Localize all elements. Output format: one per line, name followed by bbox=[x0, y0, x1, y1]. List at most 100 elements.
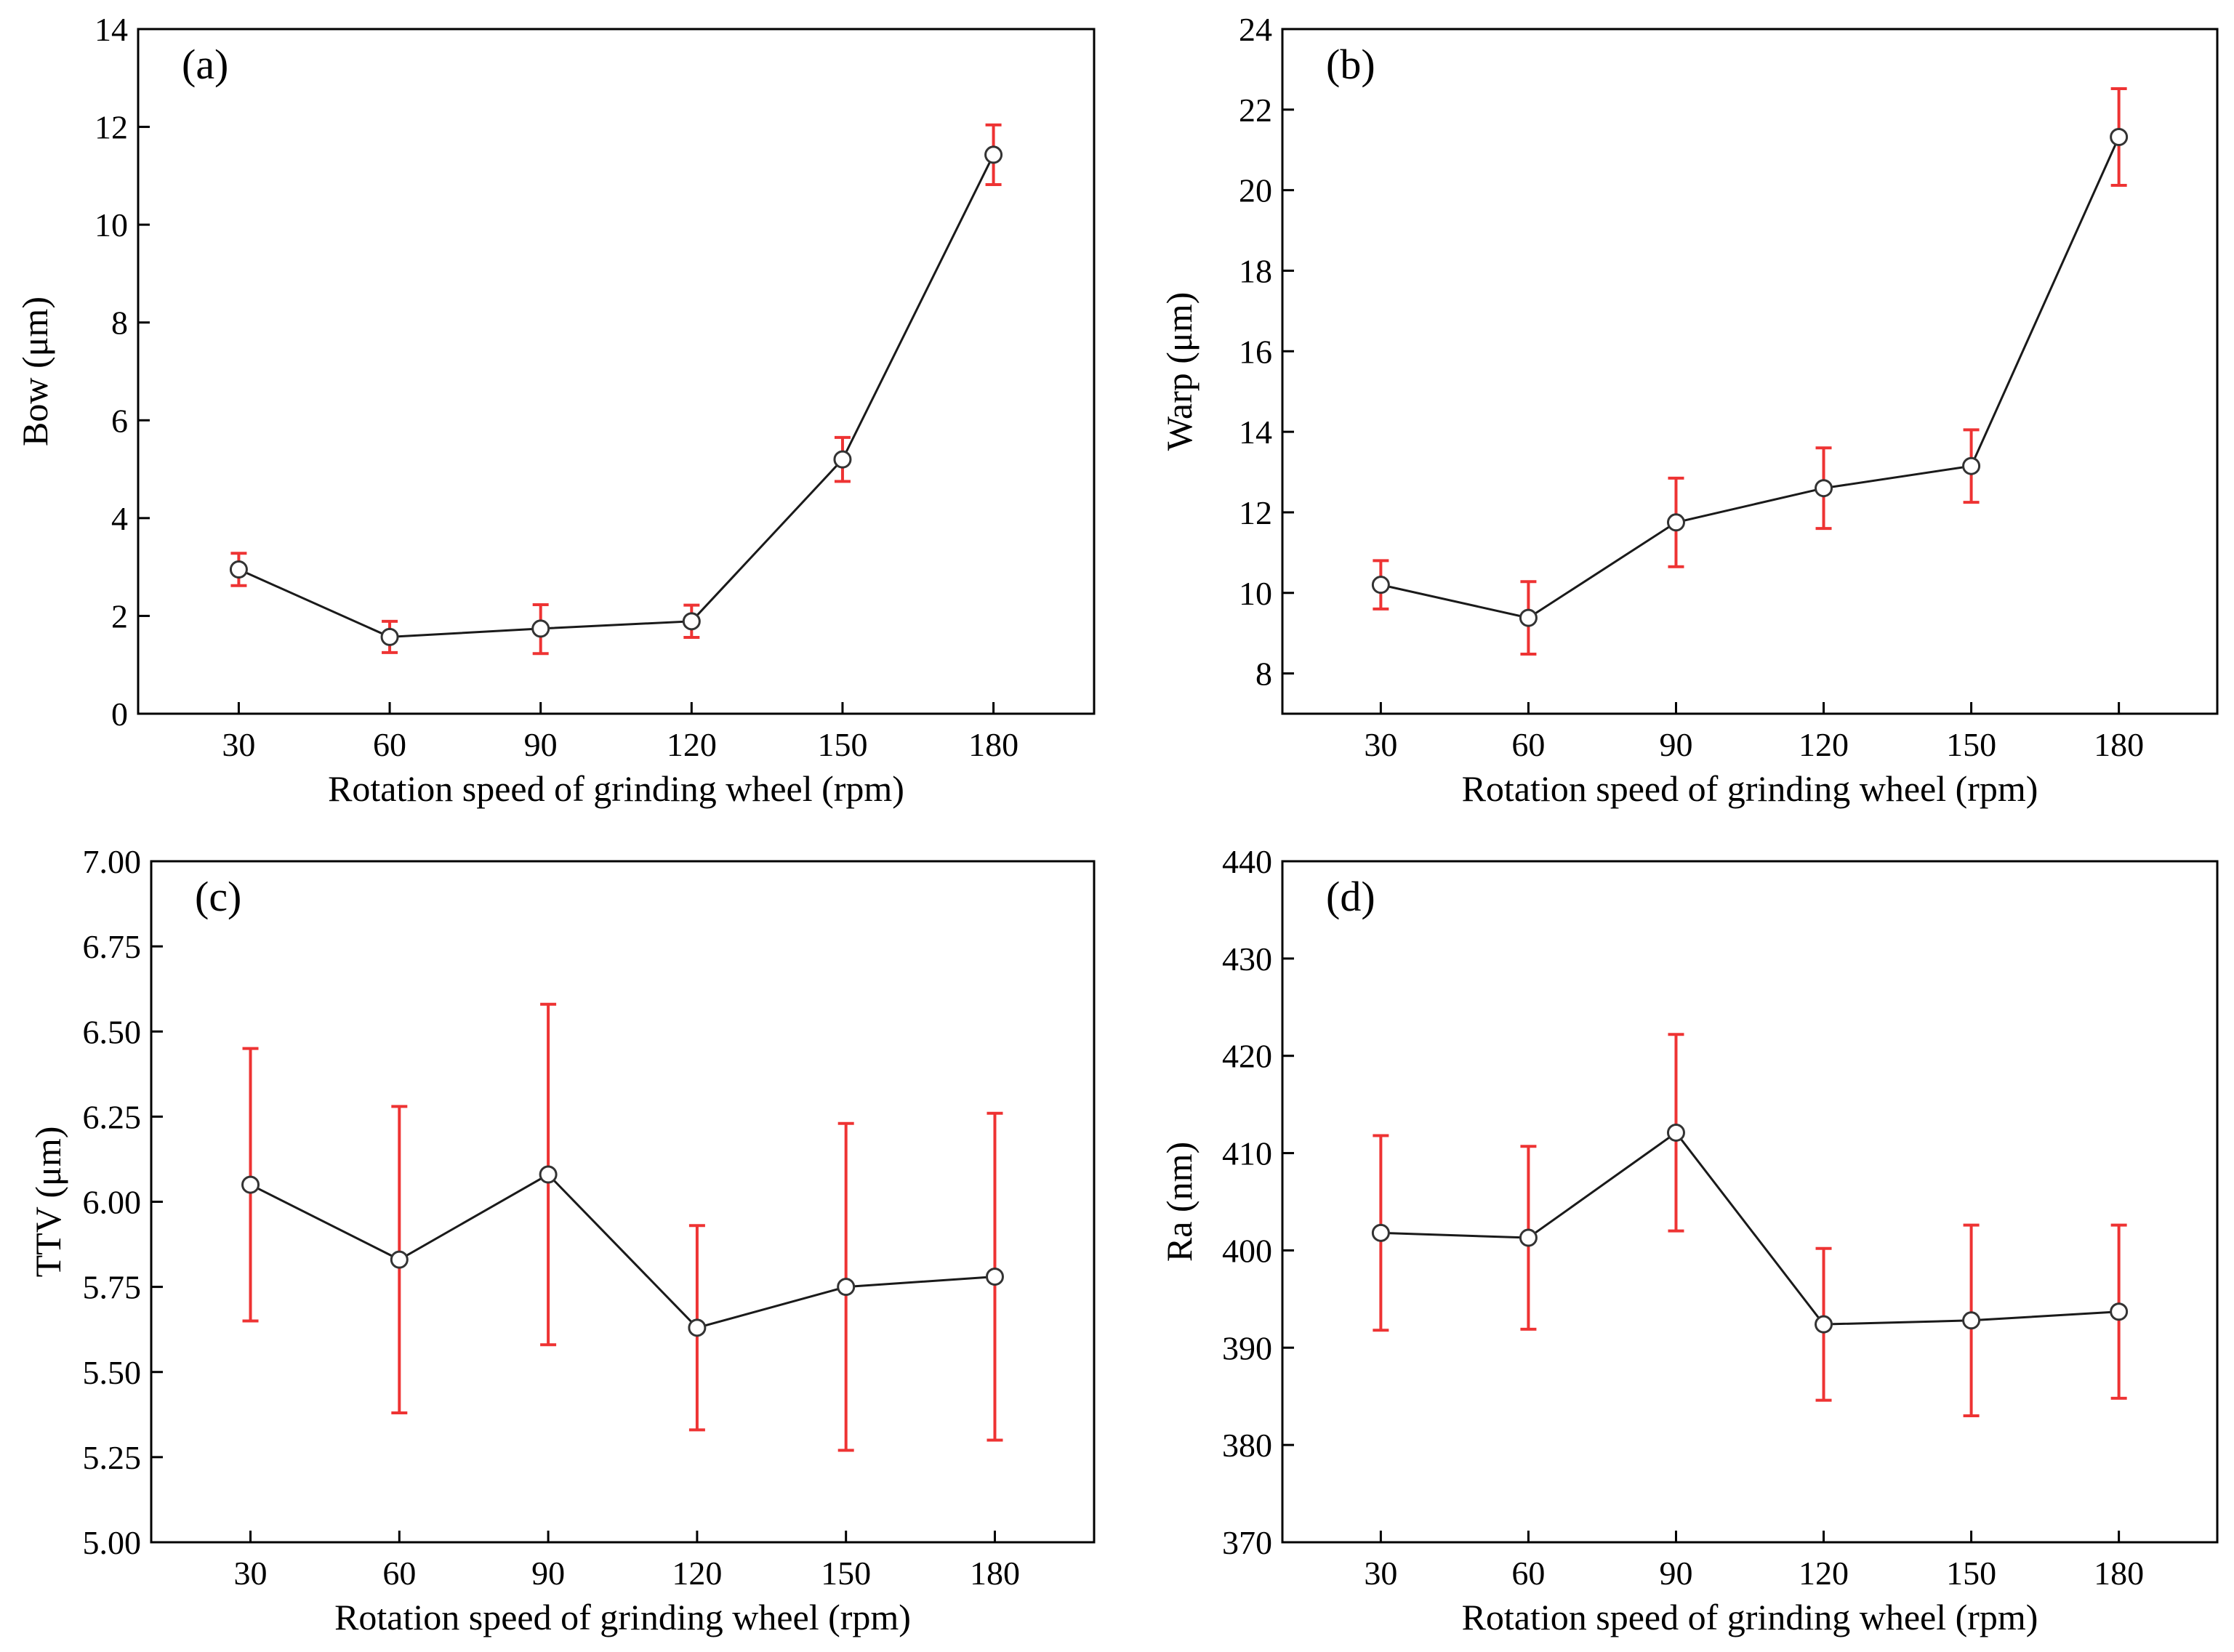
x-tick-label: 60 bbox=[382, 1555, 416, 1592]
y-tick-label: 2 bbox=[111, 597, 128, 634]
y-tick-label: 24 bbox=[1239, 11, 1272, 48]
y-tick-label: 440 bbox=[1222, 843, 1272, 880]
x-axis-label: Rotation speed of grinding wheel (rpm) bbox=[334, 1597, 911, 1637]
x-axis-label: Rotation speed of grinding wheel (rpm) bbox=[1462, 768, 2038, 809]
y-tick-label: 8 bbox=[111, 305, 128, 342]
x-tick-label: 180 bbox=[970, 1555, 1020, 1592]
panel-label: (d) bbox=[1326, 873, 1375, 920]
x-tick-label: 120 bbox=[1799, 1555, 1849, 1592]
y-tick-label: 6.25 bbox=[83, 1098, 142, 1135]
x-tick-label: 30 bbox=[1364, 726, 1397, 763]
y-tick-label: 380 bbox=[1222, 1427, 1272, 1464]
y-axis-label: Warp (μm) bbox=[1159, 292, 1200, 451]
y-tick-label: 6.50 bbox=[83, 1013, 142, 1050]
y-tick-label: 390 bbox=[1222, 1329, 1272, 1366]
x-tick-label: 90 bbox=[531, 1555, 565, 1592]
data-point bbox=[837, 1278, 856, 1297]
y-tick-label: 14 bbox=[1239, 414, 1272, 451]
data-point bbox=[833, 450, 852, 469]
x-tick-label: 180 bbox=[2094, 726, 2144, 763]
y-tick-label: 6.75 bbox=[83, 928, 142, 965]
y-tick-label: 22 bbox=[1239, 92, 1272, 129]
panel-c: 5.00 5.25 5.50 5.75 6.00 6.25 6.50 6.75 7.00 30 60… bbox=[28, 843, 1096, 1637]
y-tick-label: 400 bbox=[1222, 1232, 1272, 1269]
data-point bbox=[1519, 1228, 1538, 1247]
plot-frame bbox=[1281, 860, 2219, 1544]
y-tick-label: 5.25 bbox=[83, 1439, 142, 1476]
data-point bbox=[241, 1175, 260, 1194]
x-tick-label: 30 bbox=[1364, 1555, 1397, 1592]
data-point bbox=[1962, 456, 1981, 475]
x-tick-label: 30 bbox=[234, 1555, 268, 1592]
panel-label: (c) bbox=[195, 873, 241, 920]
data-point bbox=[1962, 1311, 1981, 1330]
x-tick-label: 90 bbox=[524, 726, 558, 763]
x-tick-label: 90 bbox=[1659, 1555, 1692, 1592]
y-tick-label: 20 bbox=[1239, 172, 1272, 209]
x-tick-label: 120 bbox=[672, 1555, 722, 1592]
data-point bbox=[985, 1268, 1004, 1286]
data-point bbox=[1666, 1123, 1685, 1142]
data-point bbox=[1666, 513, 1685, 532]
x-tick-label: 180 bbox=[2094, 1555, 2144, 1592]
y-tick-label: 12 bbox=[95, 109, 128, 146]
y-tick-label: 6 bbox=[111, 402, 128, 439]
data-point bbox=[2110, 128, 2129, 147]
panel-label: (b) bbox=[1326, 41, 1375, 88]
x-tick-label: 150 bbox=[1946, 1555, 1996, 1592]
panel-b: 8 10 12 14 16 18 20 22 24 30 60 90 120 150 180 Rotation… bbox=[1159, 11, 2219, 809]
series-line bbox=[238, 154, 995, 638]
plot-frame bbox=[150, 860, 1096, 1544]
x-tick-label: 150 bbox=[817, 726, 867, 763]
data-point bbox=[688, 1318, 707, 1337]
y-tick-label: 5.00 bbox=[83, 1524, 142, 1561]
y-tick-label: 370 bbox=[1222, 1524, 1272, 1561]
y-tick-label: 10 bbox=[1239, 575, 1272, 612]
panel-a: 0 2 4 6 8 10 12 14 30 60 90 120 150 180 Rotation speed… bbox=[15, 11, 1096, 809]
data-point bbox=[1815, 1315, 1833, 1334]
y-tick-label: 12 bbox=[1239, 494, 1272, 531]
series-line bbox=[1381, 136, 2121, 619]
y-tick-label: 7.00 bbox=[83, 843, 142, 880]
x-axis-label: Rotation speed of grinding wheel (rpm) bbox=[1462, 1597, 2038, 1637]
y-tick-label: 18 bbox=[1239, 252, 1272, 289]
data-point bbox=[682, 612, 701, 631]
data-point bbox=[539, 1165, 558, 1184]
panel-label: (a) bbox=[182, 41, 228, 88]
y-axis-label: Ra (nm) bbox=[1159, 1142, 1200, 1262]
y-tick-label: 8 bbox=[1255, 656, 1272, 693]
y-tick-label: 5.50 bbox=[83, 1354, 142, 1391]
data-point bbox=[531, 619, 550, 638]
data-point bbox=[390, 1250, 409, 1269]
data-point bbox=[229, 560, 248, 579]
x-tick-label: 120 bbox=[667, 726, 717, 763]
data-point bbox=[984, 145, 1003, 164]
y-tick-label: 14 bbox=[95, 11, 128, 48]
data-point bbox=[1371, 1223, 1390, 1242]
x-tick-label: 150 bbox=[1946, 726, 1996, 763]
y-tick-label: 16 bbox=[1239, 333, 1272, 370]
series-line bbox=[1381, 1131, 2119, 1326]
series-line bbox=[249, 1173, 995, 1329]
y-tick-label: 430 bbox=[1222, 940, 1272, 978]
data-point bbox=[1519, 608, 1538, 627]
x-tick-label: 150 bbox=[821, 1555, 871, 1592]
x-tick-label: 120 bbox=[1799, 726, 1849, 763]
y-tick-label: 4 bbox=[111, 500, 128, 537]
y-tick-label: 6.00 bbox=[83, 1184, 142, 1221]
data-point bbox=[1815, 479, 1833, 498]
x-tick-label: 30 bbox=[222, 726, 255, 763]
plot-frame bbox=[137, 28, 1096, 715]
y-tick-label: 10 bbox=[95, 206, 128, 243]
x-axis-label: Rotation speed of grinding wheel (rpm) bbox=[328, 768, 904, 809]
y-axis-label: Bow (μm) bbox=[15, 297, 55, 446]
data-point bbox=[2110, 1302, 2129, 1321]
data-point bbox=[1371, 576, 1390, 595]
plot-frame bbox=[1281, 28, 2219, 715]
y-tick-label: 0 bbox=[111, 696, 128, 733]
x-tick-label: 180 bbox=[968, 726, 1018, 763]
y-tick-label: 410 bbox=[1222, 1135, 1272, 1172]
x-tick-label: 60 bbox=[1511, 1555, 1545, 1592]
y-tick-label: 5.75 bbox=[83, 1269, 142, 1306]
